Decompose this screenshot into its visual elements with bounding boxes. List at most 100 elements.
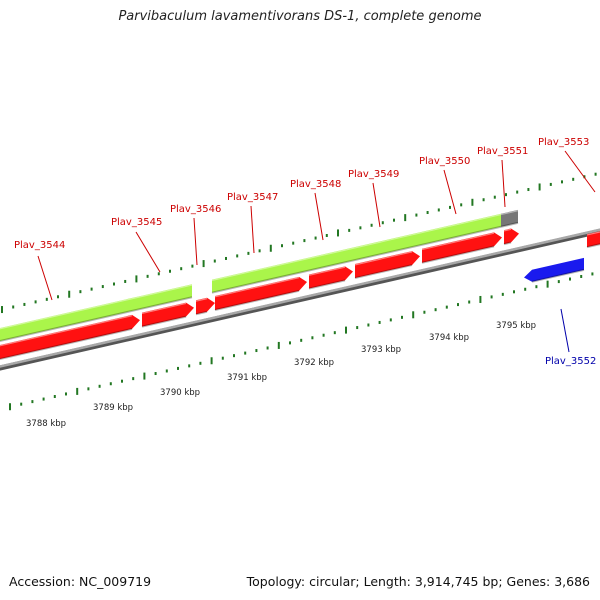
upper-minor-tick — [449, 205, 451, 209]
lower-minor-tick — [434, 308, 437, 312]
upper-minor-tick — [549, 182, 552, 186]
lower-minor-tick — [389, 318, 392, 322]
upper-minor-tick — [370, 223, 373, 227]
label-leader-lines — [37, 150, 596, 353]
kbp-label: 3791 kbp — [227, 373, 267, 383]
upper-minor-tick — [348, 228, 351, 232]
lower-minor-tick — [221, 356, 224, 360]
lower-minor-tick — [356, 326, 359, 330]
forward-gene-arrow — [308, 266, 353, 290]
leader-line — [372, 182, 381, 228]
gene-label: Plav_3551 — [477, 146, 528, 157]
upper-major-tick — [202, 260, 205, 268]
forward-gene-segment — [586, 231, 600, 249]
gene-label: Plav_3546 — [170, 204, 221, 215]
upper-major-tick — [538, 183, 541, 191]
lower-major-tick — [76, 387, 79, 395]
lower-minor-tick — [300, 338, 303, 342]
upper-minor-tick — [213, 259, 216, 263]
gene-label: Plav_3553 — [538, 137, 589, 148]
upper-major-tick — [269, 244, 272, 252]
gene-label: Plav_3547 — [227, 192, 278, 203]
leader-line — [250, 205, 255, 254]
leader-line — [564, 150, 596, 193]
lower-minor-tick — [401, 315, 403, 319]
lower-minor-tick — [367, 323, 370, 327]
gene-label: Plav_3545 — [111, 217, 162, 228]
upper-minor-tick — [381, 221, 384, 225]
upper-major-tick — [135, 275, 138, 283]
upper-minor-tick — [393, 218, 395, 222]
kbp-label: 3789 kbp — [93, 403, 133, 413]
accession-text: Accession: NC_009719 — [9, 574, 152, 589]
forward-gene-arrow — [195, 297, 215, 316]
upper-minor-tick — [225, 256, 227, 260]
lower-major-tick — [479, 295, 482, 303]
upper-minor-tick — [12, 305, 15, 309]
lower-minor-tick — [188, 364, 191, 368]
lower-minor-tick — [98, 384, 101, 388]
upper-minor-tick — [314, 236, 317, 240]
lower-minor-tick — [591, 272, 594, 276]
upper-minor-tick — [113, 282, 115, 286]
upper-minor-tick — [415, 213, 418, 217]
upper-minor-tick — [359, 226, 362, 230]
lower-minor-tick — [333, 331, 336, 335]
forward-gene-arrow — [141, 302, 194, 328]
upper-minor-tick — [460, 203, 463, 207]
leader-line — [560, 308, 570, 353]
upper-major-tick — [68, 290, 71, 298]
upper-minor-tick — [90, 287, 93, 291]
lower-minor-tick — [53, 395, 56, 399]
kbp-label: 3788 kbp — [26, 419, 66, 429]
leader-line — [37, 255, 53, 301]
lower-minor-tick — [513, 290, 515, 294]
lower-minor-tick — [524, 287, 527, 291]
upper-minor-tick — [527, 188, 530, 192]
lower-minor-tick — [121, 379, 123, 383]
lower-major-tick — [546, 280, 549, 288]
lower-minor-tick — [244, 351, 247, 355]
upper-minor-tick — [236, 254, 239, 258]
upper-minor-tick — [124, 279, 127, 283]
topology-text: Topology: circular; Length: 3,914,745 bp… — [246, 574, 590, 589]
lower-minor-tick — [199, 361, 202, 365]
lower-minor-tick — [266, 346, 269, 350]
upper-major-tick — [404, 214, 407, 222]
lower-minor-tick — [457, 303, 459, 307]
kbp-labels: 3788 kbp 3789 kbp 3790 kbp 3791 kbp 3792 kbp… — [26, 321, 536, 429]
kbp-label: 3793 kbp — [361, 345, 401, 355]
upper-minor-tick — [281, 244, 283, 248]
lower-minor-tick — [322, 333, 325, 337]
kbp-label: 3792 kbp — [294, 358, 334, 368]
upper-minor-tick — [101, 285, 104, 289]
upper-minor-tick — [505, 193, 507, 197]
lower-minor-tick — [165, 369, 168, 373]
lower-major-tick — [210, 357, 213, 365]
feature-track — [0, 209, 600, 343]
other-feature-segment — [500, 209, 519, 228]
gene-track — [0, 228, 585, 361]
forward-gene-arrow — [503, 228, 519, 246]
lower-minor-tick — [569, 277, 571, 281]
upper-minor-tick — [482, 198, 485, 202]
lower-major-tick — [277, 341, 280, 349]
upper-minor-tick — [57, 295, 59, 299]
upper-minor-tick — [23, 302, 26, 306]
gene-label: Plav_3552 — [545, 356, 596, 367]
upper-minor-tick — [572, 177, 575, 181]
backbone-line — [0, 228, 600, 368]
lower-major-tick — [9, 403, 11, 411]
upper-major-tick — [471, 198, 474, 206]
lower-minor-tick — [445, 305, 448, 309]
lower-minor-tick — [490, 295, 493, 299]
kbp-label: 3795 kbp — [496, 321, 536, 331]
gene-label: Plav_3548 — [290, 179, 341, 190]
reverse-gene-arrow — [524, 257, 585, 283]
kbp-label: 3790 kbp — [160, 388, 200, 398]
genome-backbone — [0, 228, 600, 371]
lower-minor-tick — [87, 387, 90, 391]
lower-minor-tick — [501, 292, 504, 296]
lower-major-tick — [345, 326, 347, 334]
